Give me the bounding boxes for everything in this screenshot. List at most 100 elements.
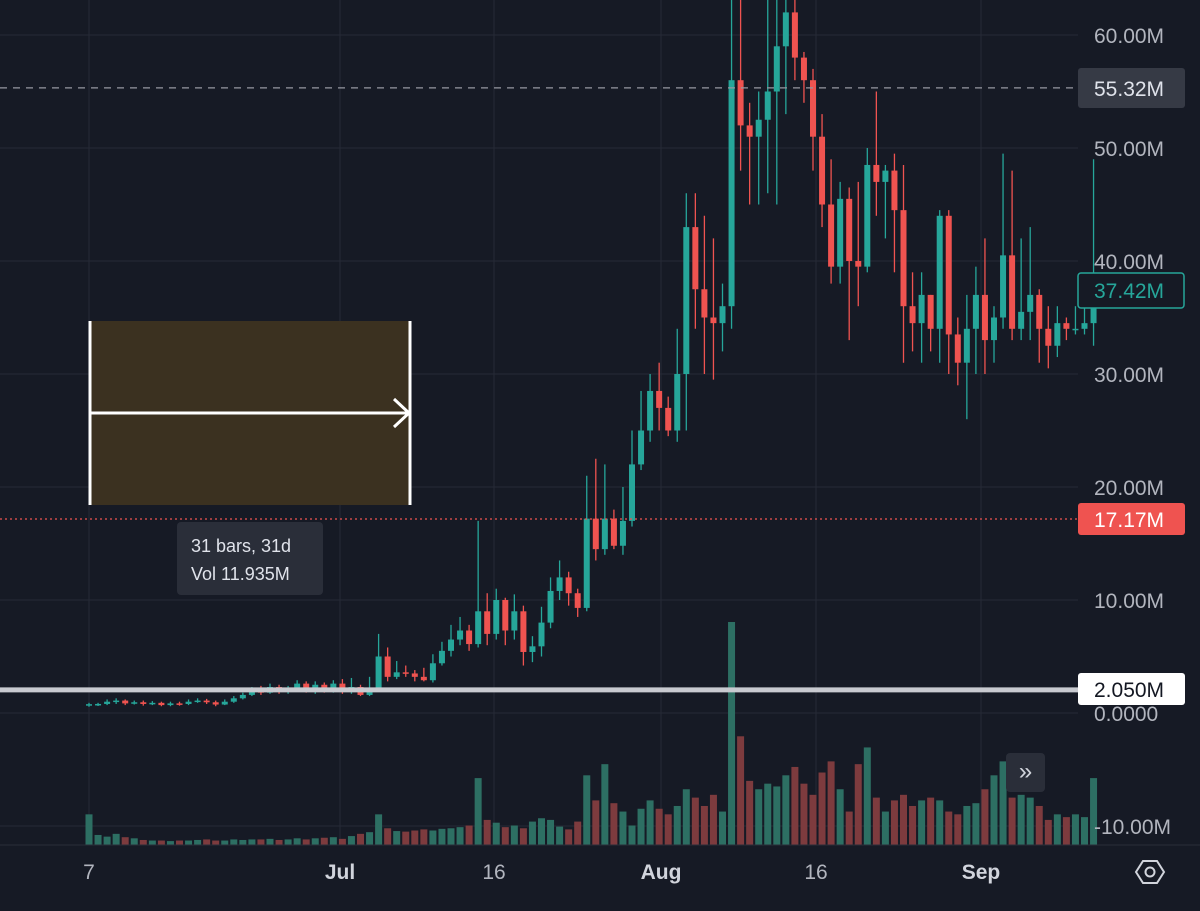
- volume-bar: [257, 839, 265, 845]
- candle-body: [1000, 255, 1007, 318]
- candle-body: [647, 390, 654, 431]
- candle: [511, 594, 518, 640]
- candle-body: [610, 518, 617, 546]
- candle-body: [104, 701, 111, 704]
- volume-bar: [474, 778, 482, 845]
- candle: [149, 701, 156, 706]
- candle: [185, 699, 192, 706]
- last-price-tag-text: 37.42M: [1094, 280, 1164, 303]
- volume-bar: [990, 775, 998, 845]
- candle-body: [402, 672, 409, 674]
- volume-bar: [818, 772, 826, 845]
- candle: [1027, 227, 1034, 341]
- time-axis-label: Jul: [325, 861, 355, 884]
- volume-bar: [112, 833, 120, 845]
- candle-body: [619, 520, 626, 546]
- volume-bar: [827, 761, 835, 845]
- candle: [393, 661, 400, 680]
- candle: [683, 193, 690, 431]
- candle-body: [972, 294, 979, 329]
- volume-bar: [791, 766, 799, 845]
- candle: [448, 624, 454, 657]
- volume-bar: [999, 761, 1007, 845]
- candle-body: [131, 702, 138, 704]
- volume-bar: [700, 805, 708, 845]
- horizontal-level-price-tag[interactable]: 2.050M: [1078, 673, 1185, 705]
- candle: [1036, 289, 1043, 363]
- candle: [420, 667, 427, 682]
- candle: [619, 487, 626, 555]
- volume-bar: [556, 826, 564, 845]
- candle: [819, 114, 826, 228]
- volume-bar: [954, 814, 962, 845]
- candle-body: [538, 622, 545, 647]
- candle: [583, 475, 590, 612]
- candle: [746, 102, 753, 205]
- volume-bar: [565, 829, 573, 845]
- candle-body: [828, 204, 835, 267]
- candle-body: [574, 593, 581, 608]
- candle-body: [113, 700, 120, 703]
- candle-body: [212, 702, 219, 705]
- candle-body: [882, 170, 889, 182]
- candle-body: [438, 650, 445, 664]
- candle: [547, 577, 554, 629]
- time-axis-label: 16: [804, 861, 827, 884]
- volume-bar: [94, 834, 102, 845]
- volume-bar: [918, 800, 926, 845]
- candle: [95, 702, 102, 706]
- candle: [239, 692, 246, 700]
- volume-bar: [737, 736, 745, 845]
- time-axis[interactable]: 7 Jul 16 Aug 16 Sep: [83, 861, 1000, 884]
- candle-body: [746, 125, 753, 137]
- volume-bar: [963, 805, 971, 845]
- candle-body: [629, 464, 635, 521]
- price-axis[interactable]: 60.00M 50.00M 40.00M 30.00M 20.00M 10.00M 0.00…: [1094, 25, 1171, 839]
- volume-bar: [764, 783, 772, 845]
- price-axis-tick-label: 0.0000: [1094, 703, 1158, 726]
- price-axis-tick-label: 10.00M: [1094, 590, 1164, 613]
- candle-body: [900, 210, 907, 307]
- volume-bar: [230, 839, 238, 845]
- candle-body: [194, 700, 201, 703]
- volume-bar: [863, 747, 871, 845]
- candle-body: [384, 656, 391, 677]
- candle-body: [981, 294, 988, 341]
- volume-bar: [329, 837, 337, 845]
- volume-bar: [519, 828, 527, 845]
- volume-bar: [972, 803, 980, 845]
- volume-bar: [139, 839, 147, 845]
- candle: [692, 193, 699, 329]
- volume-bar: [664, 814, 672, 845]
- candle: [656, 362, 663, 431]
- candle: [429, 654, 436, 683]
- candle: [131, 700, 138, 705]
- candle-body: [1072, 328, 1079, 331]
- candle: [402, 665, 409, 677]
- candle: [538, 606, 545, 657]
- volume-bar: [709, 794, 717, 845]
- volume-bar: [203, 839, 211, 845]
- candle: [954, 317, 961, 386]
- candle: [1054, 306, 1061, 358]
- volume-bar: [338, 838, 346, 845]
- candle-body: [230, 698, 237, 702]
- candle-body: [1063, 323, 1070, 329]
- candle-body: [891, 170, 898, 211]
- candle-body: [810, 80, 816, 137]
- candle-body: [1081, 323, 1088, 329]
- volume-bar: [773, 786, 781, 845]
- candle: [918, 272, 925, 363]
- candle-body: [420, 676, 427, 681]
- volume-bar: [130, 838, 138, 845]
- candle: [846, 187, 853, 341]
- candle: [104, 699, 111, 706]
- scroll-to-realtime-button[interactable]: »: [1006, 753, 1045, 792]
- price-axis-tick-label: 20.00M: [1094, 477, 1164, 500]
- measure-range-tool[interactable]: [88, 321, 412, 505]
- chart-settings-hexagon-icon[interactable]: [1134, 856, 1166, 888]
- candle-body: [484, 611, 491, 634]
- low-line-price-tag-text: 17.17M: [1094, 509, 1164, 532]
- volume-bar: [239, 839, 247, 845]
